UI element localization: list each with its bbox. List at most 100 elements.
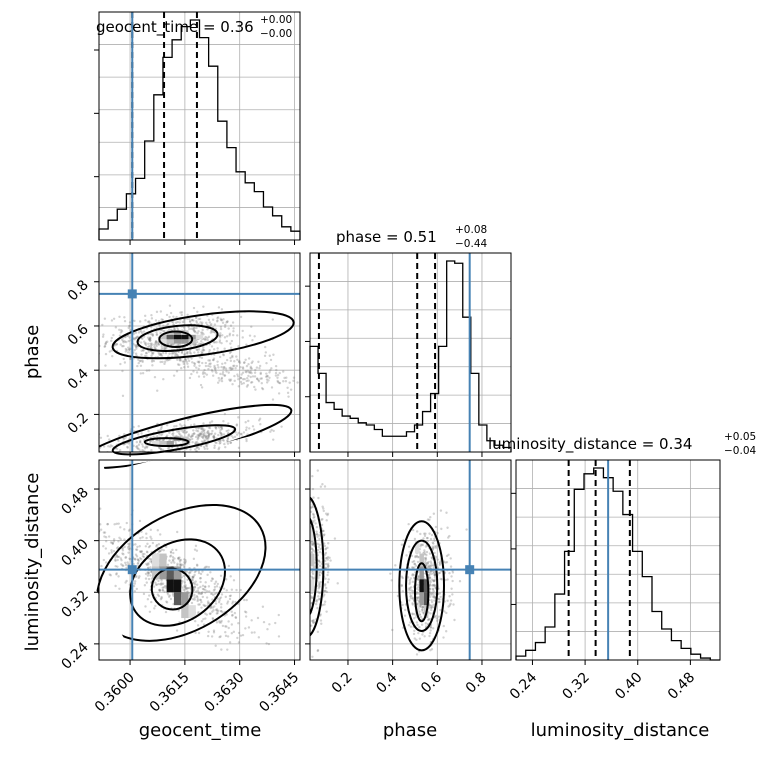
sample-point (150, 343, 153, 347)
sample-point (121, 547, 124, 550)
sample-point (145, 550, 149, 553)
sample-point (197, 375, 201, 378)
sample-point (304, 538, 306, 540)
sample-point (245, 370, 248, 374)
sample-point (188, 438, 192, 441)
sample-point (197, 610, 200, 614)
sample-point (325, 590, 329, 594)
sample-point (301, 571, 303, 573)
sample-point (450, 587, 453, 590)
sample-point (154, 583, 158, 586)
sample-point (127, 348, 131, 351)
density-cell (173, 566, 182, 580)
sample-point (149, 337, 152, 340)
sample-point (324, 548, 327, 551)
sample-point (160, 582, 163, 585)
sample-point (414, 555, 417, 559)
sample-point (148, 338, 151, 342)
sample-point (206, 336, 209, 340)
sample-point (446, 599, 449, 602)
sample-point (247, 374, 250, 378)
density-cell (423, 579, 429, 593)
sample-point (411, 603, 414, 606)
sample-point (127, 346, 130, 349)
sample-point (124, 350, 127, 353)
sample-point (324, 551, 328, 555)
sample-point (147, 345, 151, 348)
sample-point (190, 327, 193, 331)
sample-point (194, 343, 197, 347)
sample-point (104, 341, 108, 344)
contour-level-2 (310, 517, 318, 616)
sample-point (141, 449, 144, 452)
sample-point (401, 603, 404, 607)
sample-point (310, 543, 314, 547)
sample-point (416, 578, 420, 581)
sample-point (391, 628, 394, 632)
sample-point (198, 603, 201, 606)
sample-point (326, 573, 329, 577)
sample-point (188, 320, 192, 323)
sample-point (316, 469, 319, 472)
sample-point (407, 623, 411, 627)
sample-point (111, 444, 114, 448)
sample-point (134, 336, 138, 340)
sample-point (201, 595, 205, 599)
sample-point (316, 542, 319, 546)
sample-point (193, 330, 196, 333)
sample-point (303, 583, 305, 585)
sample-point (195, 583, 199, 586)
sample-point (223, 442, 226, 446)
sample-point (324, 589, 327, 593)
sample-point (435, 617, 438, 620)
sample-point (220, 433, 224, 436)
sample-point (146, 542, 149, 546)
sample-point (421, 606, 424, 609)
sample-point (318, 581, 321, 584)
sample-point (153, 375, 157, 379)
sample-point (268, 623, 271, 626)
sample-point (256, 377, 259, 380)
sample-point (214, 580, 218, 583)
sample-point (172, 434, 175, 438)
sample-point (109, 541, 113, 544)
sample-point (225, 358, 229, 362)
sample-point (141, 445, 145, 448)
sample-point (216, 316, 219, 320)
sample-point (159, 352, 162, 355)
sample-point (116, 565, 119, 568)
sample-point (310, 506, 313, 510)
sample-point (324, 562, 328, 566)
sample-point (421, 543, 425, 547)
sample-point (168, 559, 171, 562)
sample-point (161, 589, 164, 592)
sample-point (201, 331, 204, 335)
sample-point (316, 649, 319, 653)
sample-point (202, 375, 206, 378)
sample-point (422, 537, 425, 540)
sample-point (145, 532, 148, 535)
sample-point (235, 423, 239, 426)
sample-point (251, 375, 255, 378)
sample-point (231, 367, 234, 370)
sample-point (315, 530, 318, 533)
sample-point (193, 593, 196, 597)
sample-point (432, 564, 435, 567)
sample-point (229, 441, 232, 445)
title-luminosity-distance-upper: +0.05 (724, 431, 756, 443)
sample-point (418, 637, 422, 640)
sample-point (196, 438, 199, 441)
sample-point (312, 621, 315, 624)
sample-point (202, 305, 205, 308)
sample-point (192, 432, 196, 435)
sample-point (153, 607, 156, 610)
sample-point (206, 634, 210, 638)
sample-point (134, 553, 138, 556)
sample-point (323, 593, 326, 596)
sample-point (210, 329, 213, 332)
sample-point (148, 440, 152, 444)
sample-point (151, 351, 154, 355)
sample-point (276, 376, 279, 379)
sample-point (195, 326, 198, 330)
sample-point (176, 363, 180, 366)
